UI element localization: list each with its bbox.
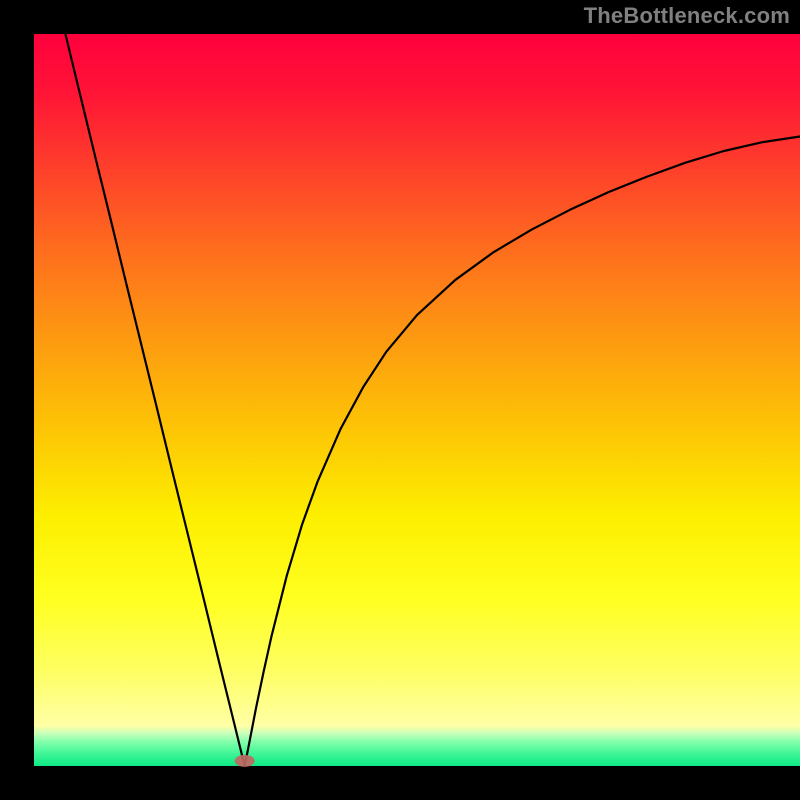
bottleneck-chart: [0, 0, 800, 800]
plot-layer: [34, 34, 800, 767]
optimal-point-marker: [235, 755, 255, 767]
plot-background: [34, 34, 800, 766]
chart-container: TheBottleneck.com: [0, 0, 800, 800]
watermark-text: TheBottleneck.com: [584, 3, 790, 29]
